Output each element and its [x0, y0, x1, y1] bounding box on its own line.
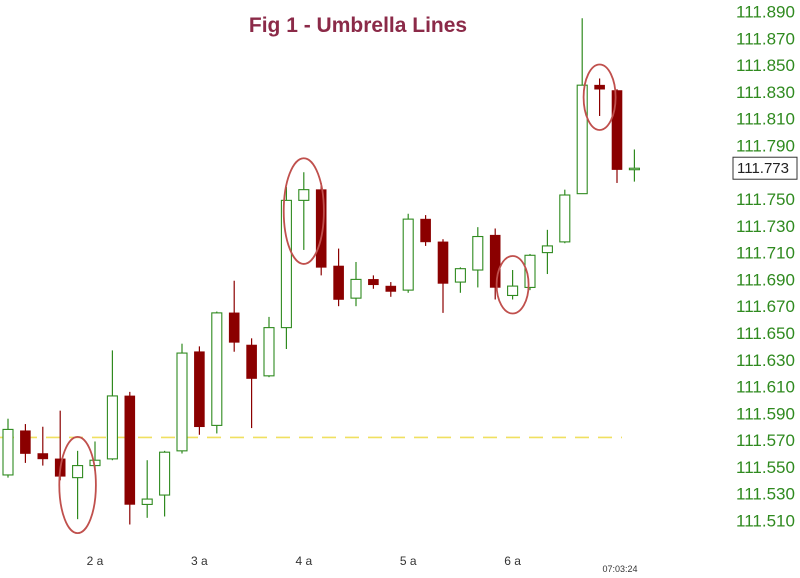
y-tick-label: 111.590: [736, 404, 795, 423]
y-tick-label: 111.790: [736, 136, 795, 155]
candle-body-bear: [194, 351, 205, 428]
candle-body-bear: [594, 84, 605, 90]
chart-title: Fig 1 - Umbrella Lines: [248, 14, 468, 37]
candle-body-bear: [20, 430, 31, 454]
candle-body-bull: [141, 498, 153, 505]
y-tick-label: 111.670: [736, 297, 795, 316]
candle-body-bull: [628, 167, 640, 171]
candle-body-bear: [246, 344, 257, 379]
candle-body-bear: [437, 241, 449, 284]
last-price-box: [732, 156, 798, 180]
y-tick-label: 111.730: [736, 217, 795, 236]
x-tick-label: 6 a: [504, 554, 521, 568]
candle-body-bear: [333, 265, 344, 300]
x-tick-label: 2 a: [87, 554, 104, 568]
candle-body-bull: [350, 278, 362, 299]
candle-body-bear: [385, 285, 397, 292]
highlight-circle: [495, 255, 530, 315]
candle-body-bear: [228, 312, 240, 343]
last-price-label: 111.773: [737, 160, 789, 177]
y-tick-label: 111.610: [736, 378, 795, 397]
candle-body-bull: [559, 194, 571, 243]
y-tick-label: 111.710: [736, 244, 795, 263]
candle-body-bull: [402, 218, 414, 291]
candle-body-bull: [211, 312, 223, 426]
highlight-circle: [58, 435, 97, 535]
y-tick-label: 111.630: [736, 351, 795, 370]
candle-body-bull: [507, 285, 519, 297]
y-tick-label: 111.890: [736, 3, 795, 22]
candle-body-bear: [37, 453, 49, 460]
candle-body-bull: [576, 84, 588, 195]
y-tick-label: 111.830: [736, 83, 795, 102]
y-tick-label: 111.850: [736, 56, 795, 75]
highlight-circle: [582, 63, 617, 131]
highlight-circle: [282, 157, 325, 265]
y-tick-label: 111.570: [736, 431, 795, 450]
candle-body-bull: [2, 428, 14, 476]
y-tick-label: 111.550: [736, 458, 795, 477]
candle-body-bull: [472, 235, 484, 271]
y-tick-label: 111.530: [736, 485, 795, 504]
y-tick-label: 111.650: [736, 324, 795, 343]
candle-body-bull: [454, 268, 466, 283]
candle-body-bull: [106, 395, 118, 460]
timestamp-label: 07:03:24: [602, 564, 637, 574]
candle-body-bear: [420, 218, 431, 243]
candle-body-bear: [124, 395, 136, 505]
candle-body-bear: [611, 90, 623, 170]
y-tick-label: 111.870: [736, 29, 795, 48]
candle-body-bull: [263, 327, 275, 377]
candle-body-bear: [489, 234, 501, 288]
x-tick-label: 3 a: [191, 554, 208, 568]
candle-body-bull: [298, 189, 310, 201]
candle-body-bull: [159, 451, 171, 496]
x-tick-label: 4 a: [295, 554, 312, 568]
candle-body-bull: [541, 245, 553, 254]
candle-body-bear: [368, 279, 379, 286]
y-tick-label: 111.690: [736, 270, 795, 289]
candle-body-bull: [524, 254, 536, 288]
y-tick-label: 111.510: [736, 512, 795, 531]
candle-body-bull: [72, 465, 84, 479]
candle-body-bear: [315, 189, 327, 268]
x-tick-label: 5 a: [400, 554, 417, 568]
y-tick-label: 111.750: [736, 190, 795, 209]
candle-body-bull: [280, 199, 292, 329]
y-tick-label: 111.810: [736, 110, 795, 129]
candle-body-bull: [176, 352, 188, 452]
